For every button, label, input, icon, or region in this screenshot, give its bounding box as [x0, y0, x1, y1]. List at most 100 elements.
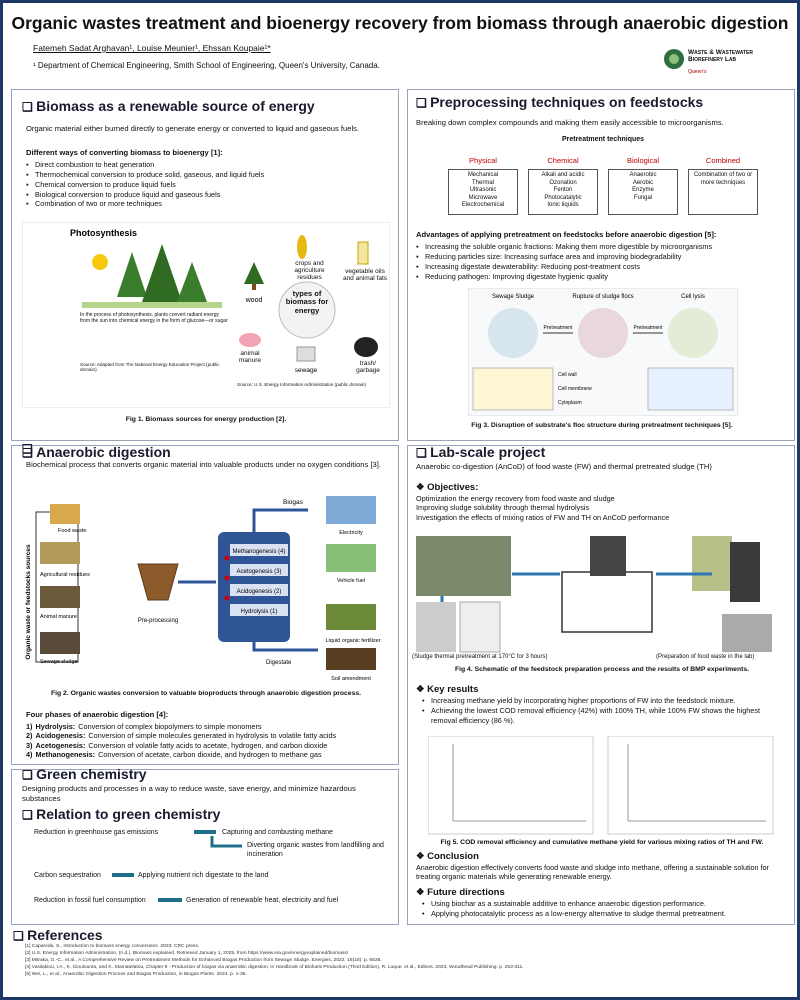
technique-name: Combined	[705, 156, 741, 165]
reference: [4] Vasilakiou, I.A., K. Gioulounta, and…	[25, 965, 524, 971]
fig-label: crops and agriculture residues	[294, 260, 325, 282]
conclusion: Anaerobic digestion effectively converts…	[416, 863, 769, 882]
list-title: Four phases of anaerobic digestion [4]:	[26, 710, 169, 719]
relation-right: Generation of renewable heat, electricit…	[186, 897, 339, 904]
phase-name: Hydrolysis:	[35, 722, 76, 731]
reference: [1] Capareda, S., Introduction to biomas…	[25, 944, 200, 949]
section-title: Preprocessing techniques on feedstocks	[416, 94, 703, 110]
section-intro: Anaerobic co-digestion (AnCoD) of food w…	[416, 462, 712, 471]
relation-extra: Diverting organic wastes from landfillin…	[247, 842, 384, 859]
fig-label: Pretreatment	[634, 325, 664, 331]
fig-label: Sewage sludge	[40, 659, 78, 665]
logo-icon	[664, 49, 684, 69]
phase-text: Conversion of complex biopolymers to sim…	[78, 722, 262, 731]
relation-left: Carbon sequestration	[34, 872, 101, 879]
fig-label: vegetable oils and animal fats	[342, 268, 388, 283]
figure-5	[428, 736, 774, 835]
technique-item: Thermal	[471, 179, 494, 186]
fig-label: Soil amendment	[331, 676, 371, 682]
green-section: Green chemistry Designing products and p…	[11, 766, 400, 926]
list-item: Reducing particles size: Increasing surf…	[416, 252, 791, 262]
logo-sub: Queen's	[688, 69, 707, 75]
phase: 1) Hydrolysis: Conversion of complex biopo…	[26, 722, 396, 731]
list: Using biochar as a sustainable additive …	[422, 899, 787, 919]
relation-list: Reduction in greenhouse gas emissions Cap…	[12, 770, 400, 926]
fig-label: Hydrolysis (1)	[241, 609, 278, 615]
arrows	[112, 830, 242, 902]
reference-list: [1] Capareda, S., Introduction to biomas…	[25, 943, 785, 979]
subsection-title: Objectives:	[416, 482, 478, 493]
technique-item: Fungal	[633, 194, 653, 201]
photo-label: (Sludge thermal pretreatment at 170°C fo…	[412, 654, 548, 660]
fig-label: Digestate	[266, 660, 292, 666]
section-title: Green chemistry	[22, 766, 147, 782]
phase-n: 4)	[26, 750, 33, 760]
list-item: Biological conversion to produce liquid …	[26, 190, 386, 200]
section-text: Designing products and processes in a wa…	[22, 784, 356, 803]
section-intro: Biochemical process that converts organi…	[26, 460, 381, 469]
list-item: Chemical conversion to produce liquid fu…	[26, 180, 386, 190]
fig-label: Food waste	[58, 528, 86, 534]
fig-label: Agricultural residues	[40, 572, 90, 578]
phase-text: Conversion of volatile fatty acids to ac…	[88, 740, 328, 750]
photo-label: (Preparation of food waste in the lab)	[656, 654, 755, 660]
technique-box: Anaerobic Aerobic Enzyme Fungal	[608, 169, 678, 215]
reference: [3] Mitraka, G.-C., et al., A Comprehens…	[25, 958, 382, 964]
figure-4	[416, 536, 772, 653]
objective: Improving sludge solubility through ther…	[416, 503, 590, 513]
section-title: Anaerobic digestion	[22, 444, 171, 460]
figure-1: Photosynthesis In the process of photosy…	[22, 222, 390, 408]
list-item: Achieving the lowest COD removal efficie…	[422, 706, 787, 726]
list-title: Different ways of converting biomass to …	[26, 148, 223, 157]
fig-label: Pre-processing	[138, 618, 178, 624]
section-title: Relation to green chemistry	[22, 806, 220, 822]
fig-label: Photosynthesis	[70, 228, 137, 238]
diagram-title: Pretreatment techniques	[561, 136, 645, 143]
technique-column: Physical Mechanical Thermal Ultrasonic Micro…	[448, 156, 518, 215]
fig-label: Cytoplasm	[558, 400, 582, 406]
technique-box: Alkali and acidic Ozonation Fenton Photocat…	[528, 169, 598, 215]
list-item: Applying photocatalytic process as a low…	[422, 909, 787, 919]
technique-item: Photocatalytic	[544, 194, 582, 201]
technique-name: Chemical	[547, 156, 579, 165]
list-title: Advantages of applying pretreatment on f…	[416, 230, 717, 239]
phase-text: Conversion of acetate, carbon dioxide, a…	[98, 750, 322, 760]
phase-name: Methanogenesis:	[35, 750, 96, 760]
technique-item: Combination of two or more techniques	[693, 172, 753, 186]
technique-item: Ultrasonic	[469, 187, 497, 193]
technique-item: Aerobic	[632, 179, 654, 186]
caption: Fig 3. Disruption of substrate's floc st…	[471, 422, 733, 429]
poster-title: Organic wastes treatment and bioenergy r…	[11, 13, 789, 33]
fig-text: In the process of photosynthesis, plants…	[80, 312, 228, 324]
phase-n: 1)	[26, 722, 33, 731]
objective-list: Optimization the energy recovery from fo…	[416, 494, 791, 522]
reference: [5] Wei, L., et al., Anaerobic Digestion…	[25, 972, 247, 978]
technique-item: Fenton	[553, 187, 573, 193]
phase: 4) Methanogenesis: Conversion of acetate, …	[26, 750, 396, 759]
anaerobic-section: Anaerobic digestion Biochemical process …	[11, 444, 399, 765]
technique-item: Mechanical	[467, 172, 499, 178]
technique-item: Enzyme	[632, 187, 654, 193]
list-item: Increasing digestate dewaterability: Red…	[416, 262, 791, 272]
section-intro: Organic material either burned directly …	[26, 124, 360, 133]
fig-label: Cell lysis	[681, 294, 705, 300]
phase-n: 2)	[26, 731, 33, 741]
fig-label: Sewage Sludge	[492, 294, 535, 300]
section-title: Biomass as a renewable source of energy	[22, 98, 315, 114]
section-title: References	[13, 927, 103, 943]
authors: Fatemeh Sadat Arghavan¹, Louise Meunier¹…	[33, 43, 271, 53]
list-item: Using biochar as a sustainable additive …	[422, 899, 787, 909]
relation-right: Applying nutrient rich digestate to the …	[138, 872, 269, 879]
logo-text: Waste & Wastewater Biorefinery Lab	[688, 49, 753, 63]
fig-label: Acidogenesis (2)	[237, 589, 282, 595]
fig-label: Organic waste or feedstocks sources	[25, 544, 32, 660]
fig-label: animal manure	[238, 350, 262, 365]
technique-column: Chemical Alkali and acidic Ozonation Fenton…	[528, 156, 598, 215]
figure-3: Sewage Sludge Rupture of sludge flocs Ce…	[468, 288, 738, 416]
lab-section: Lab-scale project Anaerobic co-digestion…	[407, 444, 795, 925]
technique-item: Electrochemical	[461, 202, 505, 208]
technique-item: Alkali and acidic	[541, 172, 585, 178]
technique-item: Ozonation	[549, 179, 577, 186]
list-item: Reducing pathogen: Improving digestate h…	[416, 272, 791, 282]
fig-source: Source: Adapted from The National Energy…	[80, 362, 220, 372]
